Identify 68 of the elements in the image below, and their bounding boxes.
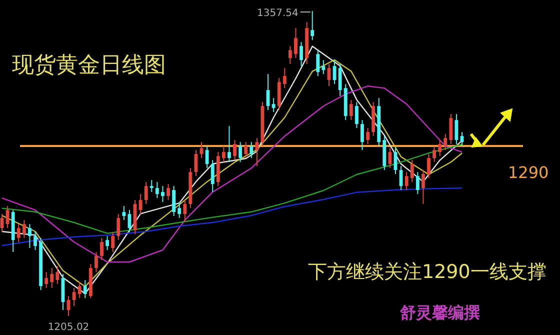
candlestick [34,232,37,251]
candlestick [94,252,98,273]
candlestick [250,142,254,159]
annotation: 下方继续关注1290一线支撑 [308,261,546,283]
candlestick [222,146,226,163]
candlestick [282,68,286,89]
candlestick [78,282,82,299]
text: 1205.02 [48,322,90,333]
candlestick [300,42,303,67]
candlestick [6,206,10,229]
candlestick [50,268,54,289]
candlestick [427,154,430,179]
candlestick [338,64,342,97]
candlestick [244,142,248,159]
candlestick [205,146,209,169]
candlestick [399,166,403,191]
candlestick [272,98,276,113]
candlestick [404,172,408,191]
candlestick [56,266,60,285]
candlestick [116,214,120,241]
candlestick [233,140,236,161]
candlestick [61,274,65,311]
candlestick [310,10,314,41]
candlestick [432,146,436,163]
candlestick [360,120,364,151]
candlestick [366,128,370,145]
candlestick [388,148,392,169]
candlestick [22,220,26,239]
candlestick [410,160,414,183]
candlestick [277,78,281,111]
candlestick [172,186,176,217]
candlestick [438,140,442,157]
candlestick [354,102,358,129]
candlestick [416,172,420,195]
candlestick [322,60,326,75]
candlestick [138,194,142,215]
annotation: 1357.54 [257,8,298,19]
candlestick [100,238,104,261]
candlestick [454,114,458,145]
candlestick [210,160,214,193]
annotation: 舒灵馨编撰 [399,303,480,322]
candlestick [349,100,353,121]
candlestick [83,280,87,299]
candlestick [421,170,425,205]
ref-line-label: 1290 [508,163,549,182]
candlestick [122,206,126,221]
candlestick [288,46,292,65]
candlestick [238,142,242,163]
text: 现货黄金日线图 [12,53,166,78]
candlestick [16,224,20,243]
candlestick [150,180,154,193]
candlestick [106,236,110,251]
candlestick [28,224,32,249]
candlestick [178,202,182,219]
candlestick [155,182,159,199]
candlestick [161,186,164,203]
candlestick [144,182,148,205]
candlestick [111,232,115,253]
candlestick [294,28,298,59]
candlestick [183,200,187,223]
candlestick [444,134,448,151]
candlestick [72,288,76,307]
candlestick [255,138,259,167]
candlestick [228,126,231,163]
candlestick [166,184,170,201]
candlestick [316,50,320,77]
candlestick [449,114,453,145]
candlestick [44,272,48,289]
